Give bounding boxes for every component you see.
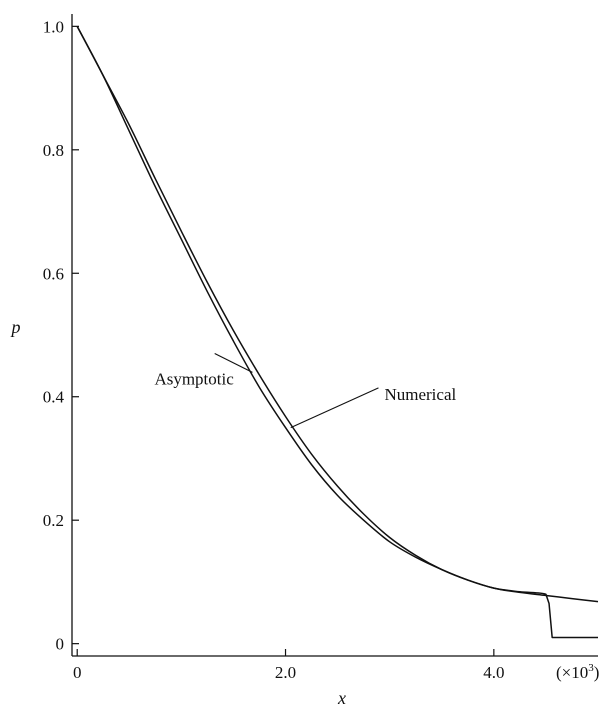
- y-tick-label: 1.0: [43, 17, 64, 36]
- ticks: 0 0.2 0.4 0.6 0.8 1.0 0 2.0 4.0: [43, 17, 505, 682]
- annotations: Asymptotic Numerical: [154, 353, 456, 429]
- annotation-leader-asymptotic: [214, 353, 253, 373]
- x-axis-label: x: [337, 688, 346, 708]
- axes: [71, 14, 598, 657]
- y-tick-label: 0.2: [43, 511, 64, 530]
- annotation-label-asymptotic: Asymptotic: [154, 369, 234, 388]
- y-tick-label: 0.4: [43, 388, 65, 407]
- y-tick-label: 0.8: [43, 141, 64, 160]
- x-multiplier-exponent: 3: [588, 662, 594, 674]
- x-tick-label: 0: [73, 663, 82, 682]
- series-layer: [76, 26, 599, 639]
- x-axis-multiplier: (×103): [556, 662, 599, 682]
- x-tick-label: 4.0: [483, 663, 504, 682]
- x-tick-label: 2.0: [275, 663, 296, 682]
- x-multiplier-close: ): [594, 663, 600, 682]
- y-tick-label: 0.6: [43, 264, 64, 283]
- x-multiplier-text: (×10: [556, 663, 588, 682]
- series-asymptotic-line: [76, 26, 599, 603]
- annotation-label-numerical: Numerical: [384, 385, 456, 404]
- annotation-leader-numerical: [290, 387, 379, 429]
- y-tick-label: 0: [56, 635, 65, 654]
- series-numerical-line: [76, 26, 598, 639]
- y-axis-label: p: [10, 317, 21, 337]
